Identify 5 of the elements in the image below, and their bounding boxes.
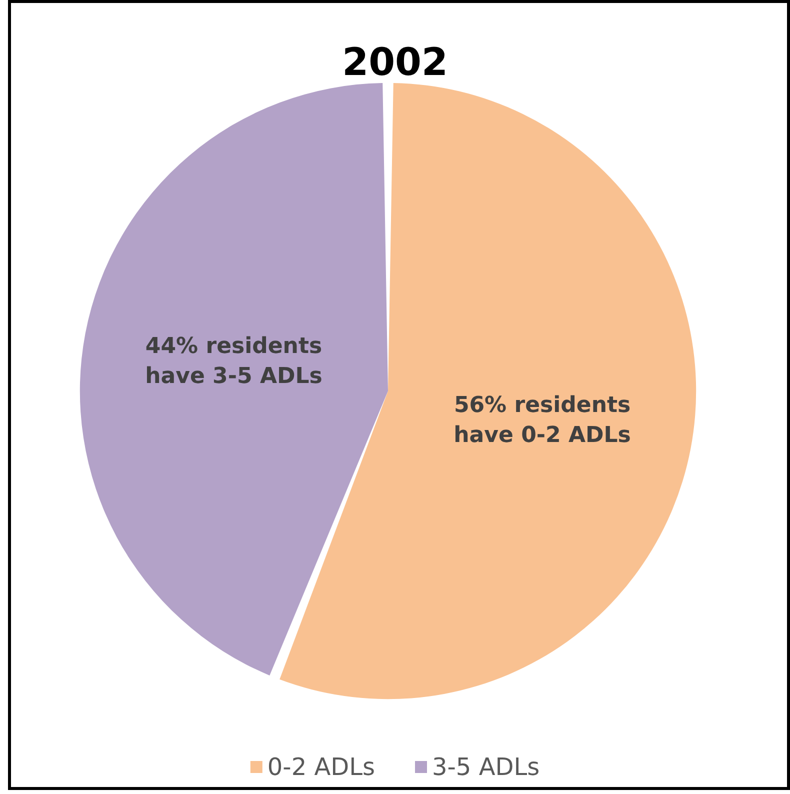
data-label: 56% residents have 0-2 ADLs: [454, 392, 631, 448]
data-label: 44% residents have 3-5 ADLs: [145, 334, 322, 390]
chart-title: 2002: [342, 40, 448, 84]
legend-label: 0-2 ADLs: [267, 753, 376, 781]
legend-label: 3-5 ADLs: [432, 753, 540, 781]
